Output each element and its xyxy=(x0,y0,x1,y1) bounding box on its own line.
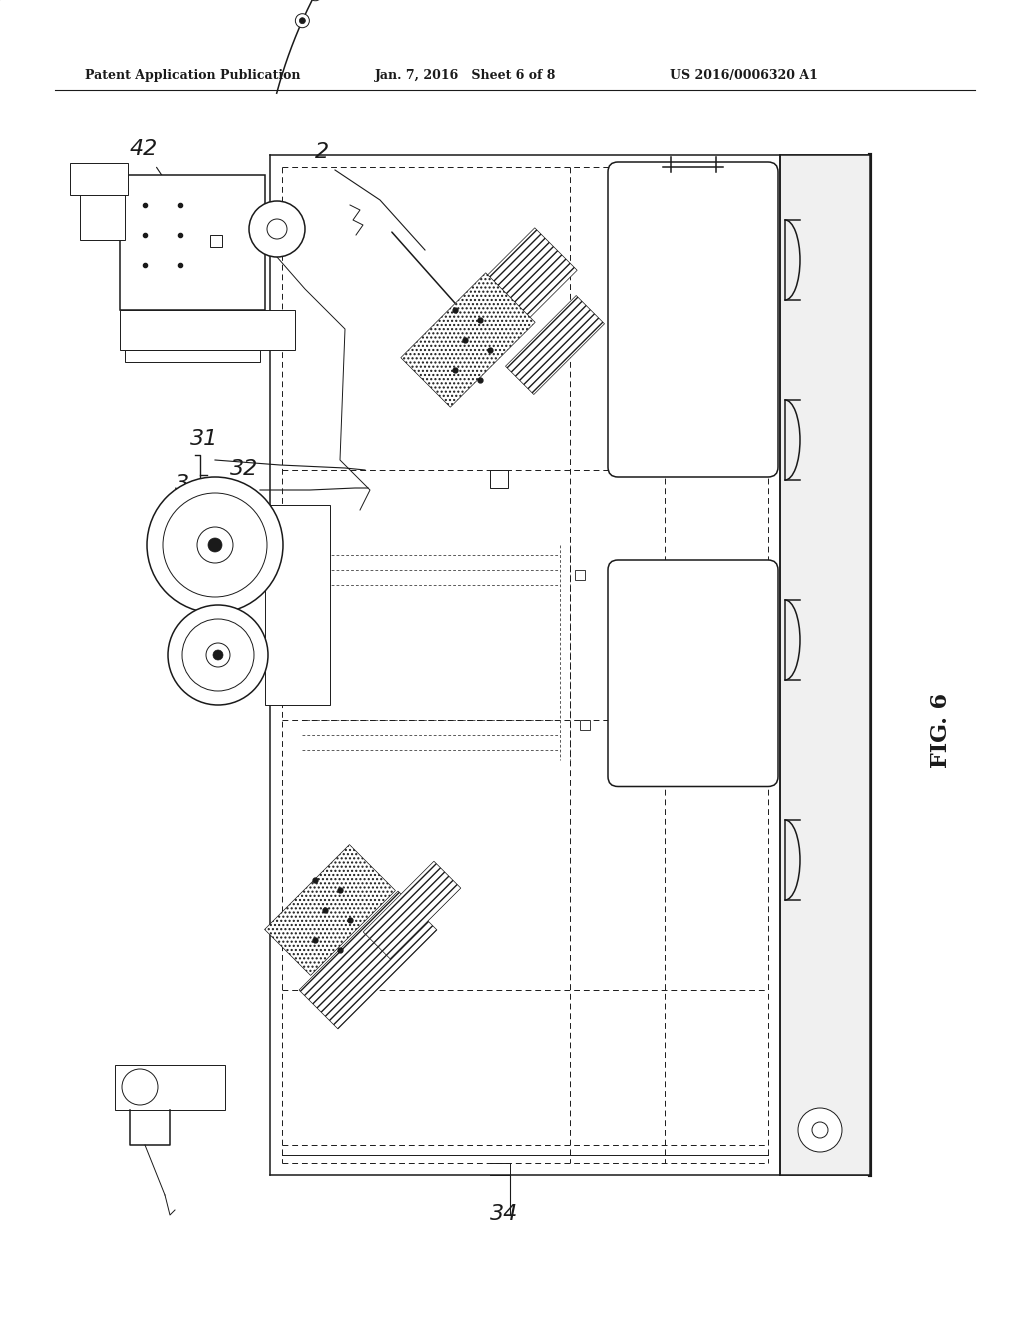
Polygon shape xyxy=(299,891,437,1030)
Bar xyxy=(125,350,260,362)
Polygon shape xyxy=(442,228,578,362)
Bar xyxy=(575,570,585,579)
Text: 3: 3 xyxy=(175,474,189,494)
Bar xyxy=(265,506,330,705)
Circle shape xyxy=(299,17,305,24)
Circle shape xyxy=(798,1107,842,1152)
Text: FIG. 6: FIG. 6 xyxy=(930,693,952,767)
Text: 2: 2 xyxy=(315,143,329,162)
Bar xyxy=(210,235,222,247)
Bar xyxy=(120,310,295,350)
Polygon shape xyxy=(506,296,604,395)
Text: Patent Application Publication: Patent Application Publication xyxy=(85,69,300,82)
FancyBboxPatch shape xyxy=(608,162,778,477)
Text: US 2016/0006320 A1: US 2016/0006320 A1 xyxy=(670,69,818,82)
Bar xyxy=(70,162,128,195)
Circle shape xyxy=(163,492,267,597)
Text: 34: 34 xyxy=(490,1204,518,1224)
Bar xyxy=(80,185,125,240)
Bar xyxy=(490,470,508,488)
Bar xyxy=(780,154,870,1175)
Text: 31: 31 xyxy=(190,429,218,449)
Text: Jan. 7, 2016   Sheet 6 of 8: Jan. 7, 2016 Sheet 6 of 8 xyxy=(375,69,556,82)
Polygon shape xyxy=(264,845,395,975)
FancyBboxPatch shape xyxy=(608,560,778,787)
Circle shape xyxy=(168,605,268,705)
Circle shape xyxy=(249,201,305,257)
Circle shape xyxy=(182,619,254,690)
Bar xyxy=(580,719,590,730)
Circle shape xyxy=(147,477,283,612)
Circle shape xyxy=(295,13,309,28)
Circle shape xyxy=(267,219,287,239)
Text: 33: 33 xyxy=(555,329,584,348)
Text: 32: 32 xyxy=(230,459,258,479)
Circle shape xyxy=(122,1069,158,1105)
Polygon shape xyxy=(364,861,461,958)
Circle shape xyxy=(812,1122,828,1138)
Circle shape xyxy=(206,643,230,667)
Polygon shape xyxy=(400,273,536,407)
Circle shape xyxy=(213,649,223,660)
Text: 42: 42 xyxy=(130,139,159,158)
Bar xyxy=(120,176,265,310)
Circle shape xyxy=(208,539,222,552)
Bar xyxy=(115,1065,225,1110)
Circle shape xyxy=(197,527,233,564)
